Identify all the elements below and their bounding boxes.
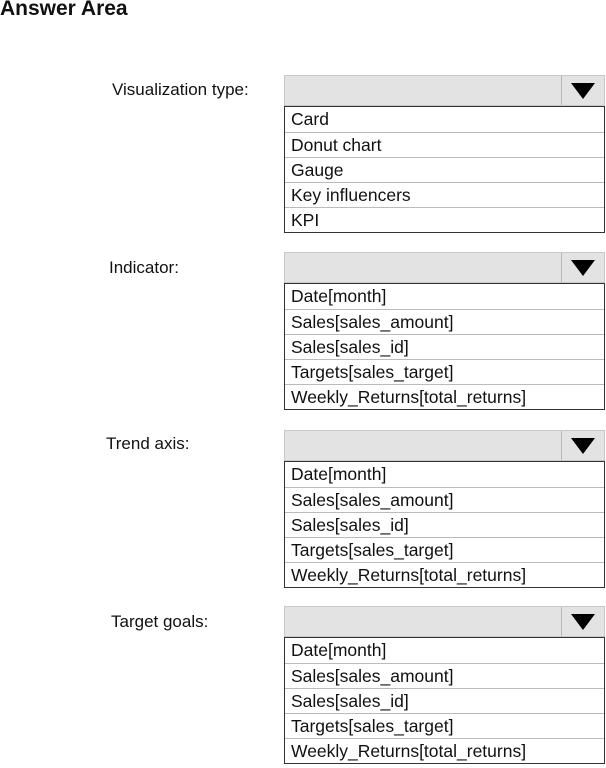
dropdown-selected[interactable]	[284, 75, 605, 106]
dropdown-selected[interactable]	[284, 430, 605, 461]
option-item[interactable]: Key influencers	[285, 182, 604, 207]
option-item[interactable]: Weekly_Returns[total_returns]	[285, 562, 604, 587]
triangle-down-icon	[571, 82, 595, 99]
trend-axis-dropdown[interactable]: Date[month] Sales[sales_amount] Sales[sale…	[284, 430, 605, 588]
dropdown-arrow-button[interactable]	[561, 76, 604, 105]
page-title: Answer Area	[0, 0, 128, 20]
triangle-down-icon	[571, 259, 595, 276]
visualization-type-dropdown[interactable]: Card Donut chart Gauge Key influencers KPI	[284, 75, 605, 233]
option-item[interactable]: Date[month]	[291, 464, 387, 484]
option-item[interactable]: Gauge	[285, 157, 604, 182]
options-list: Date[month] Sales[sales_amount] Sales[sale…	[284, 283, 605, 410]
trend-axis-label: Trend axis:	[106, 434, 190, 453]
indicator-dropdown[interactable]: Date[month] Sales[sales_amount] Sales[sale…	[284, 252, 605, 410]
triangle-down-icon	[571, 437, 595, 454]
target-goals-label: Target goals:	[111, 612, 209, 631]
option-item[interactable]: Sales[sales_id]	[285, 512, 604, 537]
option-item[interactable]: Weekly_Returns[total_returns]	[285, 384, 604, 409]
dropdown-selected[interactable]	[284, 606, 605, 637]
option-item[interactable]: Card	[291, 109, 329, 129]
options-list: Card Donut chart Gauge Key influencers KPI	[284, 106, 605, 233]
option-item[interactable]: Donut chart	[285, 132, 604, 157]
option-item[interactable]: Targets[sales_target]	[285, 713, 604, 738]
option-item[interactable]: KPI	[285, 207, 604, 232]
target-goals-dropdown[interactable]: Date[month] Sales[sales_amount] Sales[sale…	[284, 606, 605, 764]
option-item[interactable]: Date[month]	[291, 286, 387, 306]
visualization-type-label: Visualization type:	[112, 80, 249, 99]
options-list: Date[month] Sales[sales_amount] Sales[sale…	[284, 637, 605, 764]
option-item[interactable]: Weekly_Returns[total_returns]	[285, 738, 604, 763]
dropdown-selected[interactable]	[284, 252, 605, 283]
options-list: Date[month] Sales[sales_amount] Sales[sale…	[284, 461, 605, 588]
option-item[interactable]: Targets[sales_target]	[285, 359, 604, 384]
dropdown-arrow-button[interactable]	[561, 607, 604, 636]
indicator-label: Indicator:	[109, 258, 179, 277]
option-item[interactable]: Sales[sales_amount]	[285, 663, 604, 688]
option-item[interactable]: Date[month]	[291, 640, 387, 660]
option-item[interactable]: Sales[sales_amount]	[285, 487, 604, 512]
option-item[interactable]: Sales[sales_id]	[285, 334, 604, 359]
option-item[interactable]: Sales[sales_amount]	[285, 309, 604, 334]
option-item[interactable]: Targets[sales_target]	[285, 537, 604, 562]
option-item[interactable]: Sales[sales_id]	[285, 688, 604, 713]
triangle-down-icon	[571, 613, 595, 630]
dropdown-arrow-button[interactable]	[561, 253, 604, 282]
dropdown-arrow-button[interactable]	[561, 431, 604, 460]
